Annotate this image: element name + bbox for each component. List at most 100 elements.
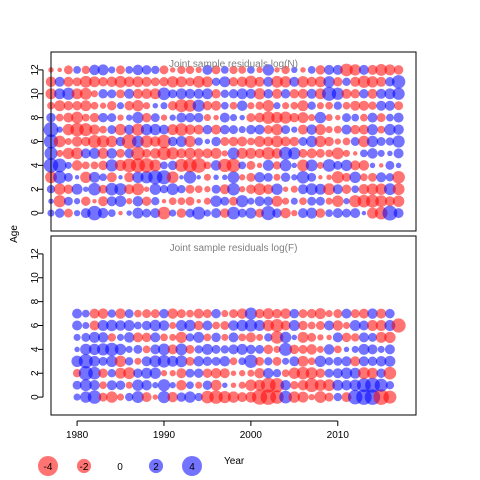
- bubble-point: [322, 159, 336, 172]
- bubble-point: [246, 344, 256, 355]
- bubble-point: [290, 185, 298, 193]
- bubble-point: [79, 123, 93, 137]
- bubble-point: [331, 147, 344, 160]
- bubble-point: [149, 183, 161, 195]
- bubble-point: [316, 102, 324, 110]
- bubble-point: [297, 331, 309, 343]
- bubble-point: [374, 378, 388, 392]
- bubble-point: [80, 148, 91, 159]
- bubble-point: [314, 135, 327, 148]
- bubble-point: [271, 148, 283, 159]
- bubble-point: [99, 381, 107, 390]
- bubble-point: [343, 198, 350, 205]
- bubble-point: [106, 355, 118, 367]
- bubble-point: [132, 195, 144, 207]
- bubble-point: [306, 135, 318, 148]
- bubble-point: [316, 161, 324, 169]
- bubble-point: [52, 158, 67, 173]
- bubble-point: [304, 378, 319, 393]
- bubble-point: [291, 334, 298, 341]
- bubble-point: [324, 64, 335, 75]
- bubble-point: [229, 101, 238, 110]
- bubble-point: [193, 308, 204, 319]
- bubble-point: [118, 175, 123, 180]
- bubble-point: [203, 173, 211, 181]
- bubble-point: [383, 366, 397, 380]
- bubble-point: [202, 368, 213, 378]
- bubble-point: [367, 207, 378, 219]
- bubble-point: [392, 170, 405, 184]
- bubble-point: [72, 77, 82, 87]
- bubble-point: [307, 101, 316, 110]
- bubble-point: [333, 392, 342, 402]
- bubble-point: [245, 379, 257, 391]
- bubble-point: [288, 367, 300, 379]
- bubble-point: [236, 100, 248, 111]
- bubble-point: [194, 345, 203, 354]
- bubble-point: [159, 308, 169, 319]
- bubble-point: [183, 99, 197, 112]
- bubble-point: [159, 77, 169, 87]
- bubble-point: [350, 76, 361, 87]
- bubble-point: [376, 308, 387, 319]
- bubble-point: [349, 195, 362, 208]
- bubble-point: [274, 67, 280, 73]
- bubble-point: [201, 343, 213, 355]
- bubble-point: [151, 65, 160, 75]
- bubble-point: [384, 64, 396, 76]
- bubble-point: [272, 208, 282, 218]
- bubble-point: [291, 174, 298, 181]
- bubble-point: [341, 379, 352, 391]
- bubble-point: [168, 89, 178, 99]
- bubble-point: [280, 172, 291, 183]
- bubble-point: [114, 195, 127, 207]
- bubble-point: [98, 368, 108, 378]
- bubble-point: [89, 76, 100, 88]
- bubble-point: [323, 344, 335, 355]
- bubble-point: [317, 334, 324, 341]
- bubble-point: [193, 112, 204, 123]
- bubble-point: [342, 113, 351, 123]
- bubble-point: [314, 183, 326, 195]
- bubble-point: [106, 76, 118, 88]
- bubble-point: [63, 100, 74, 111]
- bubble-point: [369, 162, 376, 169]
- bubble-point: [342, 172, 351, 182]
- bubble-point: [132, 332, 143, 343]
- bubble-point: [366, 135, 379, 148]
- legend-label: 0: [117, 462, 123, 473]
- bubble-point: [195, 66, 202, 74]
- bubble-point: [349, 367, 361, 379]
- bubble-point: [291, 162, 298, 169]
- bubble-point: [236, 195, 249, 208]
- bubble-point: [238, 126, 246, 134]
- bubble-point: [246, 113, 256, 123]
- bubble-point: [150, 113, 160, 123]
- bubble-point: [107, 333, 116, 342]
- bubble-point: [244, 307, 258, 320]
- bubble-point: [308, 114, 316, 122]
- bubble-point: [73, 209, 81, 217]
- bubble-point: [291, 209, 298, 217]
- bubble-point: [63, 196, 73, 206]
- y-tick-label: 10: [30, 88, 41, 100]
- bubble-point: [306, 88, 317, 99]
- bubble-point: [307, 196, 317, 206]
- bubble-point: [204, 186, 211, 193]
- bubble-point: [279, 331, 292, 344]
- bubble-point: [219, 356, 231, 367]
- bubble-point: [392, 135, 405, 148]
- bubble-point: [117, 114, 124, 121]
- bubble-point: [157, 354, 171, 368]
- bubble-point: [244, 354, 258, 369]
- y-axis: 0 2 4 6 8 10 12: [30, 64, 44, 216]
- bubble-point: [307, 172, 317, 182]
- bubble-point: [263, 344, 274, 355]
- bubble-point: [193, 148, 204, 159]
- bubble-point: [376, 113, 386, 123]
- bubble-point: [314, 308, 326, 320]
- bubble-point: [314, 124, 326, 136]
- bubble-point: [194, 137, 203, 146]
- bubble-point: [279, 390, 292, 404]
- bubble-point: [175, 331, 188, 344]
